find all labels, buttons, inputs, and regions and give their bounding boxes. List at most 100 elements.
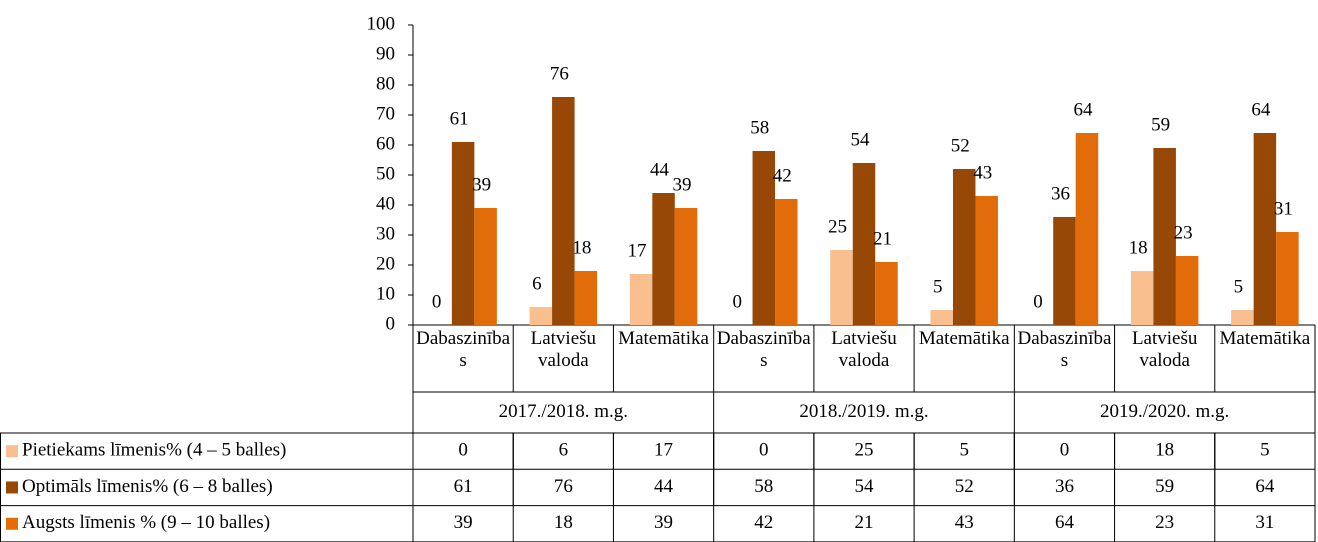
x-tick-label: Latviešu valoda bbox=[530, 328, 597, 371]
y-tick-label: 60 bbox=[376, 133, 395, 154]
data-label: 39 bbox=[472, 174, 491, 195]
bar bbox=[1075, 133, 1099, 325]
data-label: 18 bbox=[1129, 237, 1148, 258]
data-label: 61 bbox=[450, 108, 469, 129]
legend-key bbox=[6, 517, 18, 530]
table-cell: 76 bbox=[554, 476, 573, 497]
bar bbox=[1276, 232, 1299, 325]
x-tick-label: Matemātika bbox=[618, 328, 709, 349]
x-tick-label-box: Latviešu valoda bbox=[831, 328, 897, 371]
data-label: 52 bbox=[951, 135, 970, 156]
table-cell: 54 bbox=[855, 476, 875, 497]
bar bbox=[674, 208, 698, 325]
data-label: 5 bbox=[933, 276, 943, 297]
bar bbox=[752, 151, 776, 325]
bar bbox=[529, 307, 553, 325]
y-tick-label: 30 bbox=[376, 223, 395, 244]
table-cell: 17 bbox=[654, 440, 673, 461]
data-label: 36 bbox=[1051, 183, 1070, 204]
y-tick-label: 80 bbox=[376, 73, 395, 94]
bar bbox=[830, 250, 853, 325]
x-tick-label-box: Latviešu valoda bbox=[1132, 328, 1197, 371]
table-cell: 64 bbox=[1255, 476, 1275, 497]
data-label: 0 bbox=[432, 291, 442, 312]
data-label: 23 bbox=[1174, 222, 1193, 243]
data-label: 54 bbox=[851, 129, 871, 150]
data-label: 39 bbox=[673, 174, 692, 195]
x-tick-label-box: Matemātika bbox=[618, 328, 709, 349]
data-label: 18 bbox=[572, 237, 591, 258]
bar bbox=[552, 97, 575, 325]
y-tick-label: 50 bbox=[376, 163, 395, 184]
bar bbox=[930, 310, 953, 325]
y-tick-label: 90 bbox=[376, 43, 395, 64]
x-tick-label-box: Latviešu valoda bbox=[530, 328, 597, 371]
table-cell: 21 bbox=[855, 512, 874, 533]
table-cell: 43 bbox=[955, 512, 974, 533]
data-label: 6 bbox=[532, 273, 542, 294]
bar bbox=[975, 196, 998, 325]
x-tick-label: Latviešu valoda bbox=[831, 328, 897, 371]
legend-label: Augsts līmenis % (9 – 10 balles) bbox=[22, 512, 270, 533]
data-label: 0 bbox=[1033, 291, 1043, 312]
data-label: 0 bbox=[733, 291, 743, 312]
x-tick-label-box: Dabaszinības bbox=[1017, 328, 1112, 371]
bar bbox=[875, 262, 898, 325]
x-tick-label-box: Matemātika bbox=[918, 328, 1010, 349]
bar bbox=[574, 271, 598, 325]
table-cell: 6 bbox=[559, 440, 569, 461]
data-label: 21 bbox=[873, 228, 892, 249]
y-tick-label: 100 bbox=[367, 13, 396, 34]
y-tick-label: 10 bbox=[376, 283, 395, 304]
table-cell: 5 bbox=[959, 440, 969, 461]
group-label: 2018./2019. m.g. bbox=[799, 401, 928, 422]
data-label: 43 bbox=[973, 162, 992, 183]
table-cell: 39 bbox=[654, 512, 673, 533]
data-label: 31 bbox=[1274, 198, 1293, 219]
table-cell: 25 bbox=[855, 440, 874, 461]
x-tick-label-box: Dabaszinības bbox=[416, 328, 511, 371]
x-tick-label: Dabaszinības bbox=[716, 328, 811, 371]
table-cell: 61 bbox=[454, 476, 473, 497]
table-cell: 18 bbox=[1155, 440, 1174, 461]
bar bbox=[1130, 271, 1154, 325]
table-cell: 36 bbox=[1055, 476, 1074, 497]
bar bbox=[775, 199, 798, 325]
bar bbox=[1231, 310, 1254, 325]
x-tick-label: Dabaszinības bbox=[1017, 328, 1112, 371]
data-label: 58 bbox=[750, 117, 769, 138]
data-label: 42 bbox=[773, 165, 792, 186]
y-tick-label: 40 bbox=[376, 193, 395, 214]
data-label: 64 bbox=[1251, 99, 1271, 120]
x-tick-label: Dabaszinības bbox=[416, 328, 511, 371]
data-label: 25 bbox=[828, 216, 847, 237]
legend-label: Optimāls līmenis% (6 – 8 balles) bbox=[22, 476, 273, 497]
bar bbox=[474, 208, 497, 325]
table-cell: 0 bbox=[759, 440, 769, 461]
bar bbox=[451, 142, 475, 325]
bar bbox=[1175, 256, 1199, 325]
bar bbox=[1153, 148, 1176, 325]
table-cell: 58 bbox=[754, 476, 773, 497]
data-label: 17 bbox=[628, 240, 647, 261]
x-tick-label: Matemātika bbox=[1219, 328, 1311, 349]
table-cell: 59 bbox=[1155, 476, 1174, 497]
table-cell: 23 bbox=[1155, 512, 1174, 533]
table-cell: 52 bbox=[955, 476, 974, 497]
data-label: 5 bbox=[1234, 276, 1244, 297]
data-label: 76 bbox=[550, 63, 569, 84]
table-cell: 0 bbox=[1060, 440, 1070, 461]
bar bbox=[1053, 217, 1076, 325]
data-label: 64 bbox=[1073, 99, 1093, 120]
group-label: 2019./2020. m.g. bbox=[1100, 401, 1229, 422]
bar bbox=[852, 163, 876, 325]
table-cell: 42 bbox=[754, 512, 773, 533]
y-tick-label: 20 bbox=[376, 253, 395, 274]
x-tick-label: Matemātika bbox=[918, 328, 1010, 349]
legend-key bbox=[6, 445, 18, 458]
bar bbox=[652, 193, 675, 325]
y-tick-label: 0 bbox=[386, 313, 396, 334]
bar bbox=[629, 274, 653, 325]
table-cell: 31 bbox=[1255, 512, 1274, 533]
x-tick-label-box: Matemātika bbox=[1219, 328, 1311, 349]
